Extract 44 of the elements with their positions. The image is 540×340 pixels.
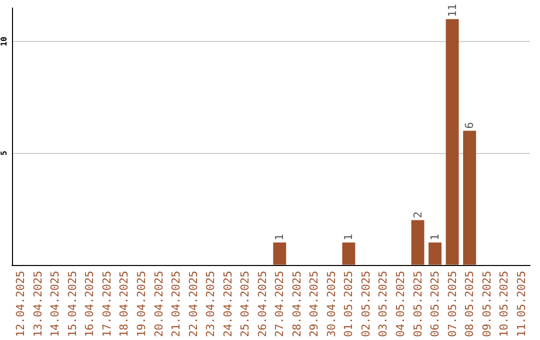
x-tick-label: 25.04.2025 (238, 270, 252, 338)
x-tick-label: 22.04.2025 (186, 270, 200, 338)
x-tick-label: 24.04.2025 (221, 270, 234, 338)
x-tick-label: 27.04.2025 (273, 270, 286, 338)
bar (411, 220, 424, 265)
x-tick-label: 23.04.2025 (204, 270, 218, 338)
x-tick-label: 04.05.2025 (394, 270, 407, 338)
x-tick-label: 10.05.2025 (498, 270, 511, 338)
x-tick-label: 30.04.2025 (324, 270, 338, 338)
bar (446, 19, 459, 265)
x-tick-label: 09.05.2025 (480, 270, 494, 338)
x-tick-label: 20.04.2025 (152, 270, 166, 338)
data-label: 1 (273, 234, 286, 240)
x-tick-label: 05.05.2025 (411, 270, 424, 338)
x-tick-label: 16.04.2025 (83, 270, 96, 338)
y-tick-label: 5 (0, 150, 8, 156)
x-tick-label: 26.04.2025 (256, 270, 269, 338)
x-tick-label: 01.05.2025 (342, 270, 356, 338)
x-tick-label: 12.04.2025 (14, 270, 28, 338)
x-tick-label: 14.04.2025 (48, 270, 62, 338)
data-label: 11 (446, 4, 459, 18)
y-tick-label: 10 (0, 36, 8, 46)
data-label: 1 (428, 234, 442, 240)
x-tick-label: 13.04.2025 (31, 270, 44, 338)
x-tick-label: 06.05.2025 (428, 270, 442, 338)
data-label: 6 (463, 122, 476, 129)
x-tick-label: 29.04.2025 (308, 270, 321, 338)
bar (273, 242, 286, 265)
x-tick-label: 15.04.2025 (66, 270, 79, 338)
x-tick-label: 02.05.2025 (359, 270, 372, 338)
x-tick-label: 19.04.2025 (135, 270, 148, 338)
x-tick-label: 07.05.2025 (446, 270, 459, 338)
data-label: 1 (342, 234, 356, 240)
bar (428, 242, 442, 265)
bar (463, 130, 476, 265)
x-tick-label: 21.04.2025 (170, 270, 183, 338)
x-tick-label: 17.04.2025 (100, 270, 114, 338)
x-tick-label: 11.05.2025 (514, 270, 528, 338)
x-tick-label: 28.04.2025 (290, 270, 304, 338)
x-tick-label: 08.05.2025 (463, 270, 476, 338)
data-label: 2 (411, 211, 424, 218)
bar (342, 242, 356, 265)
x-tick-label: 03.05.2025 (376, 270, 390, 338)
x-tick-label: 18.04.2025 (118, 270, 131, 338)
